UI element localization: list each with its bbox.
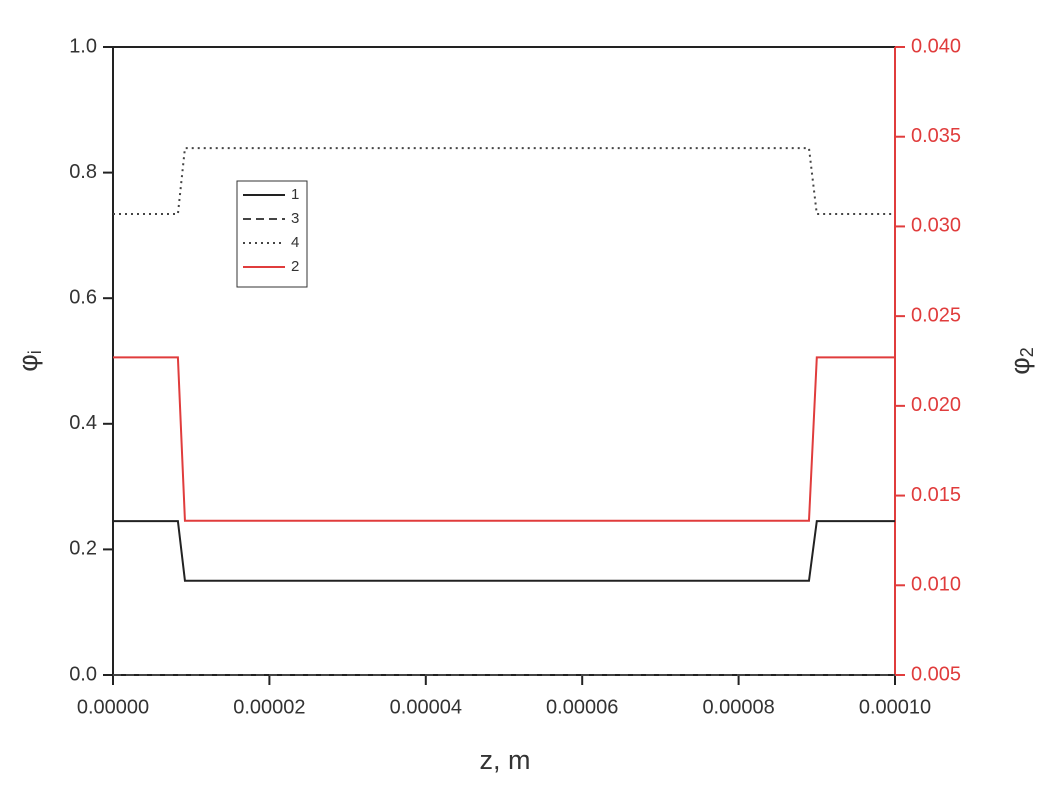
legend-box <box>236 180 308 288</box>
y2-axis-label-sub: 2 <box>1017 347 1037 357</box>
x-tick-label: 0.00010 <box>859 696 931 718</box>
y-tick-label: 1.0 <box>69 35 97 57</box>
y2-tick-label: 0.020 <box>911 394 961 416</box>
y-axis-label: φi <box>13 350 45 372</box>
y-axis-label-main: φ <box>13 354 43 372</box>
y2-axis-label: φ2 <box>1005 347 1037 375</box>
y2-tick-label: 0.005 <box>911 663 961 685</box>
series-line <box>113 356 895 522</box>
y-tick-label: 0.0 <box>69 663 97 685</box>
y2-axis-label-main: φ <box>1005 357 1035 375</box>
x-tick-label: 0.00004 <box>390 696 462 718</box>
y2-tick-label: 0.015 <box>911 484 961 506</box>
legend-label: 2 <box>291 258 299 275</box>
series-line <box>113 147 895 216</box>
legend-label: 1 <box>291 186 299 203</box>
y-tick-label: 0.6 <box>69 286 97 308</box>
x-tick-label: 0.00002 <box>233 696 305 718</box>
y-tick-label: 0.4 <box>69 412 97 434</box>
y2-tick-label: 0.035 <box>911 125 961 147</box>
x-tick-label: 0.00006 <box>546 696 618 718</box>
y2-tick-label: 0.025 <box>911 304 961 326</box>
y2-tick-label: 0.010 <box>911 574 961 596</box>
legend-label: 4 <box>291 234 299 251</box>
y-axis-label-sub: i <box>25 350 45 354</box>
x-axis-label: z, m <box>480 745 531 775</box>
legend-label: 3 <box>291 210 299 227</box>
series-line <box>113 520 895 582</box>
y-tick-label: 0.8 <box>69 161 97 183</box>
y2-tick-label: 0.030 <box>911 215 961 237</box>
y2-tick-label: 0.040 <box>911 35 961 57</box>
x-tick-label: 0.00008 <box>702 696 774 718</box>
y-tick-label: 0.2 <box>69 538 97 560</box>
x-tick-label: 0.00000 <box>77 696 149 718</box>
